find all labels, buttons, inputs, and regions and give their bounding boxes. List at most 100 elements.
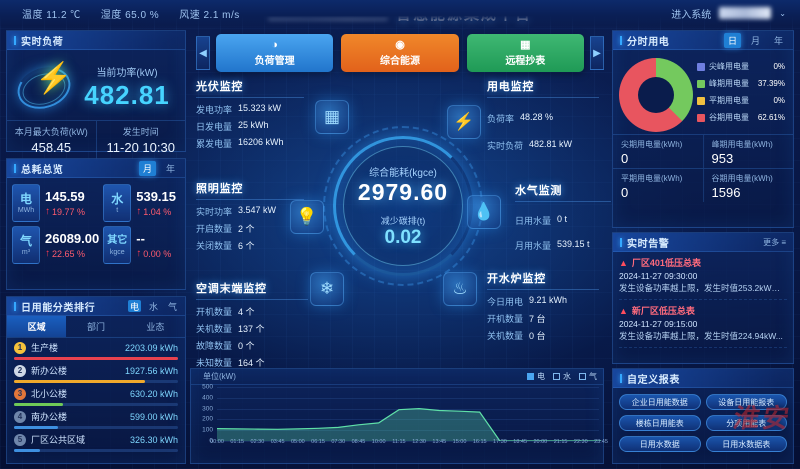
boiler-icon[interactable]: ♨ [443, 272, 477, 306]
legend-checkbox-electricity[interactable] [527, 373, 534, 380]
month-max-load-cell: 本月最大负荷(kW) 458.45 [7, 121, 96, 160]
list-item[interactable]: 1 生产楼 2203.09 kWh [14, 341, 178, 360]
tab-water[interactable]: 水 [148, 301, 158, 312]
rank-value: 599.00 kWh [129, 411, 178, 422]
solar-panel-icon[interactable]: ▦ [315, 100, 349, 134]
report-button[interactable]: 日用水数据 [619, 436, 701, 452]
lighting-value: 3.547 kW [238, 205, 277, 215]
tab-day[interactable]: 日 [723, 32, 741, 48]
list-item[interactable]: 4 南办公楼 599.00 kWh [14, 410, 178, 429]
water-drop-icon[interactable]: 💧 [467, 195, 501, 229]
enter-system-link[interactable]: 进入系统 [671, 9, 712, 21]
nav-button-remote-meter[interactable]: ▦ 远程抄表 [466, 34, 584, 72]
x-axis-tick: 17:30 [493, 439, 507, 445]
total-item-electricity[interactable]: 电 MWh 145.59 ↑ 19.77 % [12, 184, 99, 222]
report-button[interactable]: 分项用能表 [705, 415, 787, 431]
chevron-down-icon[interactable]: ⌄ [779, 8, 786, 18]
legend-checkbox-water[interactable] [553, 373, 560, 380]
carbon-reduction-label: 减少碳排(t) [380, 215, 426, 226]
total-item-other[interactable]: 其它 kgce -- ↑ 0.00 % [103, 226, 180, 264]
legend-item[interactable]: 峰期用电量 37.39% [697, 78, 787, 89]
alarm-item[interactable]: ▲ 厂区401低压总表 2024-11-27 09:30:00 发生设备功率越上限，发… [619, 256, 787, 300]
current-power-block: 当前功率(kW) 482.81 [75, 64, 179, 111]
electricity-unit: MWh [17, 206, 35, 214]
trend-legend-water[interactable]: 水 [553, 371, 571, 382]
lighting-value: 2 个 [238, 224, 255, 234]
custom-report-title: 自定义报表 [627, 374, 680, 386]
list-item[interactable]: 5 厂区公共区域 326.30 kWh [14, 433, 178, 452]
tab-month[interactable]: 月 [138, 160, 156, 176]
boiler-monitor-title: 开水炉监控 [487, 270, 599, 290]
total-item-water[interactable]: 水 t 539.15 ↑ 1.04 % [103, 184, 180, 222]
report-button[interactable]: 企业日用能数据 [619, 394, 701, 410]
electricity-row: 实时负荷 482.81 kW [487, 139, 599, 152]
legend-label: 谷期用电量 [709, 113, 749, 122]
tab-gas[interactable]: 气 [167, 301, 177, 312]
electricity-monitor-title: 用电监控 [487, 78, 599, 98]
tab-year[interactable]: 年 [165, 163, 175, 174]
legend-label: 电 [537, 372, 545, 381]
nav-next-arrow[interactable]: ▶ [590, 36, 604, 70]
carbon-reduction-value: 0.02 [384, 226, 422, 248]
tab-year[interactable]: 年 [773, 35, 783, 46]
tab-business[interactable]: 业态 [146, 322, 165, 332]
air-conditioner-icon[interactable]: ❄ [310, 272, 344, 306]
header-accent-bar [14, 301, 16, 311]
lightbulb-icon[interactable]: 💡 [290, 200, 324, 234]
legend-item[interactable]: 平期用电量 0% [697, 95, 787, 106]
hvac-key: 未知数量 [196, 358, 233, 368]
report-button[interactable]: 楼栋日用能表 [619, 415, 701, 431]
time-of-use-panel: 分时用电 日 月 年 尖峰用电量 0% 峰期用电量 37.39% 平期用电量 0% 谷期用电… [612, 30, 794, 228]
realtime-alarm-panel: 实时告警 更多 ≡ ▲ 厂区401低压总表 2024-11-27 09:30:00 发… [612, 232, 794, 364]
lighting-row: 实时功率 3.547 kW [196, 205, 304, 218]
weather-humidity: 湿度 65.0 % [100, 9, 160, 21]
other-symbol: 其它 [107, 234, 128, 246]
report-button[interactable]: 设备日用能报表 [705, 394, 787, 410]
nav-button-load-management[interactable]: ◑ 负荷管理 [216, 34, 334, 72]
trend-legend-gas[interactable]: 气 [579, 371, 597, 382]
tab-department[interactable]: 部门 [86, 322, 105, 332]
user-select-redacted[interactable] [719, 7, 772, 19]
electricity-key: 负荷率 [487, 114, 515, 124]
arrow-up-icon: ↑ [45, 206, 50, 217]
arrow-up-icon: ↑ [136, 206, 142, 217]
x-axis-tick: 07:30 [331, 439, 346, 445]
peak-top-label: 尖期用电量(kWh) [621, 140, 683, 149]
electricity-values: 145.59 ↑ 19.77 % [45, 189, 99, 217]
trend-legend-electricity[interactable]: 电 [527, 371, 545, 382]
ranking-list: 1 生产楼 2203.09 kWh 2 新办公楼 1927.56 kWh 3 北小公楼 630.… [7, 338, 185, 452]
header-accent-bar [620, 35, 622, 45]
trend-area-fill [217, 408, 601, 441]
tab-electricity[interactable]: 电 [128, 300, 141, 312]
rank-value: 326.30 kWh [129, 434, 178, 445]
boiler-row: 关机数量 0 台 [487, 329, 599, 342]
lighting-row: 关闭数量 6 个 [196, 239, 304, 252]
legend-color-swatch [697, 96, 705, 105]
grid-line [217, 430, 599, 432]
rank-badge: 4 [14, 410, 26, 423]
report-button[interactable]: 日用水数据表 [705, 436, 787, 452]
legend-item[interactable]: 谷期用电量 62.61% [697, 112, 787, 123]
pv-row: 发电功率 15.323 kW [196, 103, 304, 116]
legend-item[interactable]: 尖峰用电量 0% [697, 61, 787, 72]
weather-info: 温度 11.2 ℃ 湿度 65.0 % 风速 2.1 m/s [0, 6, 240, 21]
lightning-bolt-icon: ⚡ [12, 58, 76, 116]
alarm-more-link[interactable]: 更多 ≡ [763, 237, 786, 247]
alarm-item[interactable]: ▲ 新厂区低压总表 2024-11-27 09:15:00 发生设备功率越上限，发生时… [619, 304, 787, 348]
list-item[interactable]: 2 新办公楼 1927.56 kWh [14, 364, 178, 383]
electricity-value: 48.28 % [520, 112, 554, 122]
tab-area[interactable]: 区域 [7, 316, 67, 337]
trend-line-series [217, 407, 601, 441]
nav-button-integrated-energy[interactable]: ◉ 综合能源 [341, 34, 459, 72]
lighting-key: 关闭数量 [196, 241, 233, 251]
list-item[interactable]: 3 北小公楼 630.20 kWh [14, 387, 178, 406]
legend-checkbox-gas[interactable] [579, 373, 586, 380]
tab-month[interactable]: 月 [750, 35, 760, 46]
rank-progress-fill [14, 403, 64, 406]
x-axis-tick: 11:15 [392, 439, 406, 445]
electricity-row: 负荷率 48.28 % [487, 112, 599, 125]
nav-prev-arrow[interactable]: ◀ [196, 36, 210, 70]
power-bolt-icon[interactable]: ⚡ [447, 105, 481, 139]
total-item-gas[interactable]: 气 m³ 26089.00 ↑ 22.65 % [12, 226, 99, 264]
rank-progress-track [14, 449, 178, 452]
